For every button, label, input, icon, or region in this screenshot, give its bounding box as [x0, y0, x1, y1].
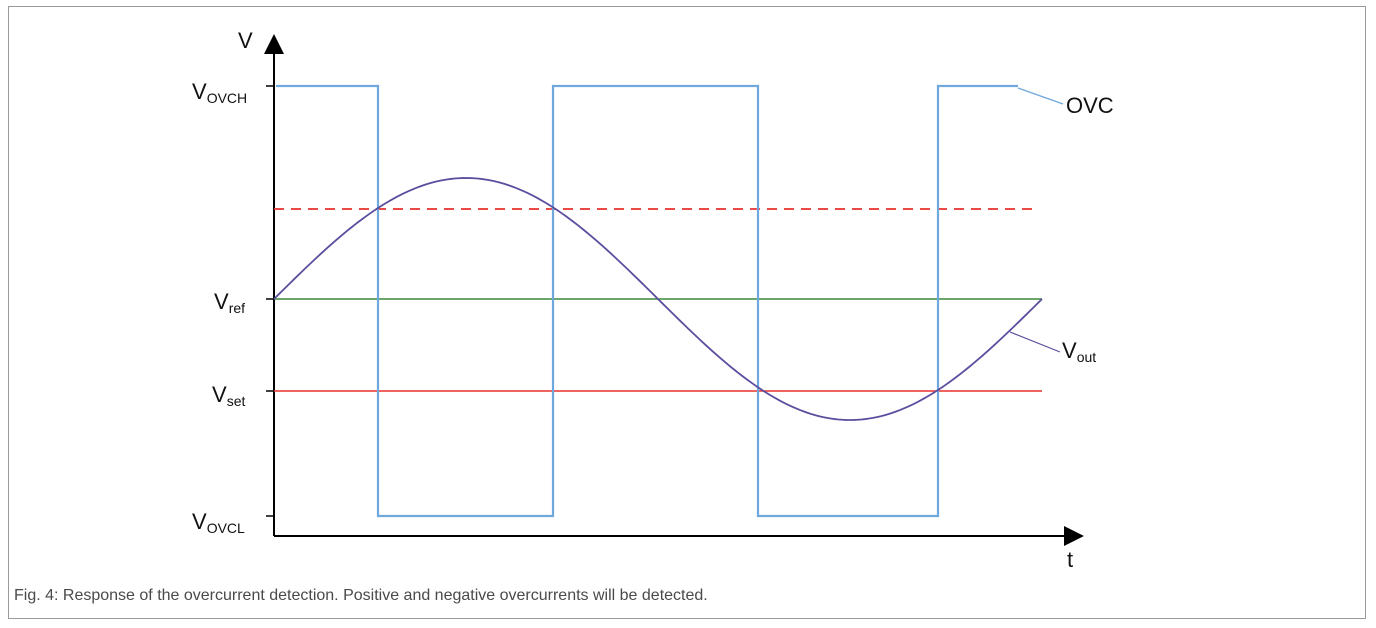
- ovc-leader-line: [1017, 87, 1064, 105]
- x-axis-label: t: [1067, 547, 1073, 572]
- figure-caption: Fig. 4: Response of the overcurrent dete…: [14, 587, 708, 604]
- level-label-set: Vset: [212, 382, 245, 409]
- level-label-ref: Vref: [214, 289, 245, 316]
- y-axis-label: V: [238, 28, 253, 53]
- vout-signal: [273, 177, 1043, 421]
- vout-leader-line: [1009, 331, 1061, 353]
- level-label-ovcl: VOVCL: [192, 509, 245, 536]
- ovc-signal: [276, 84, 1018, 518]
- figure-frame: [8, 6, 1366, 619]
- vout-label: Vout: [1062, 338, 1096, 365]
- ovc-label: OVC: [1066, 93, 1114, 118]
- level-label-ovch: VOVCH: [192, 79, 247, 106]
